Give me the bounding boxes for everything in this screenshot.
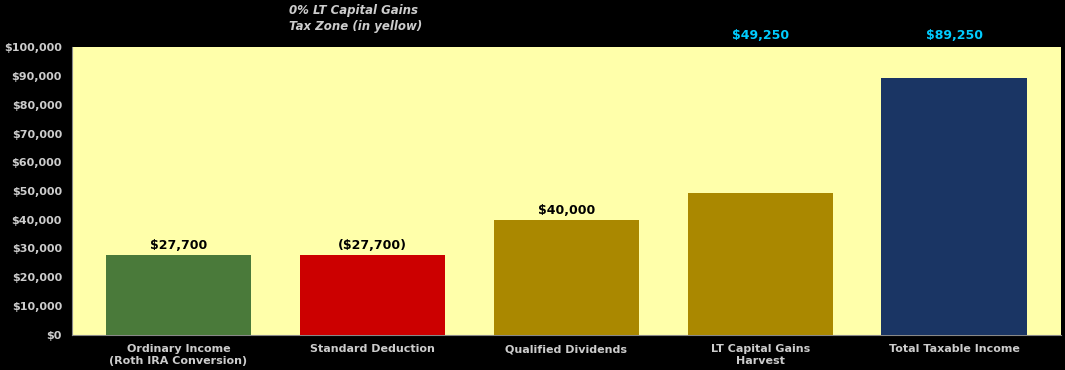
Bar: [882, 78, 1027, 334]
Text: $27,700: $27,700: [150, 239, 207, 252]
Text: $89,250: $89,250: [925, 28, 983, 42]
Bar: [299, 255, 445, 334]
Text: $49,250: $49,250: [732, 28, 789, 42]
Bar: [688, 193, 833, 334]
Text: ($27,700): ($27,700): [338, 239, 407, 252]
Text: 0% LT Capital Gains
Tax Zone (in yellow): 0% LT Capital Gains Tax Zone (in yellow): [290, 4, 423, 33]
Bar: [105, 255, 251, 334]
Text: $40,000: $40,000: [538, 204, 595, 217]
Bar: [493, 220, 639, 334]
